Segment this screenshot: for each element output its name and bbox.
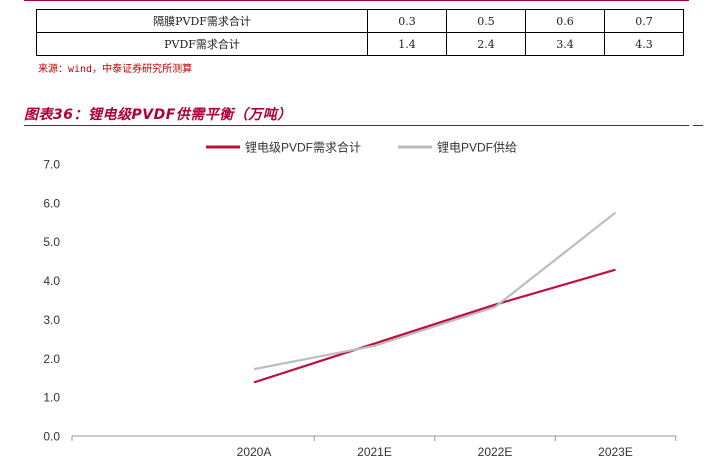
y-tick-label: 6.0: [43, 196, 60, 210]
x-tick-label: 2022E: [478, 445, 513, 456]
table-row: 隔膜PVDF需求合计 0.3 0.5 0.6 0.7: [36, 9, 684, 33]
y-tick-label: 1.0: [43, 391, 60, 405]
x-tick-label: 2021E: [357, 445, 392, 456]
row-label: PVDF需求合计: [36, 32, 368, 56]
supply-demand-chart: 0.0 1.0 2.0 3.0 4.0 5.0 6.0 7.0 2020A 2021E 2022E 2…: [43, 140, 677, 456]
table-cell: 0.6: [525, 9, 605, 33]
data-table-wrapper: 隔膜PVDF需求合计 0.3 0.5 0.6 0.7 PVDF需求合计 1.4 …: [36, 9, 684, 56]
figure-title-rule: [24, 125, 689, 126]
top-rule: [24, 0, 689, 1]
y-tick-label: 4.0: [43, 274, 60, 288]
row-label: 隔膜PVDF需求合计: [36, 9, 368, 33]
table-cell: 0.3: [367, 9, 447, 33]
table-cell: 3.4: [525, 32, 605, 56]
data-table: 隔膜PVDF需求合计 0.3 0.5 0.6 0.7 PVDF需求合计 1.4 …: [36, 9, 684, 56]
table-cell: 1.4: [367, 32, 447, 56]
y-tick-label: 2.0: [43, 352, 60, 366]
legend-supply-label: 锂电PVDF供给: [437, 140, 517, 155]
x-tick-label: 2020A: [237, 445, 272, 456]
table-cell: 0.5: [446, 9, 526, 33]
demand-series-line: [253, 268, 616, 384]
y-tick-label: 0.0: [43, 430, 60, 444]
legend-demand-label: 锂电级PVDF需求合计: [245, 140, 361, 155]
source-note: 来源：wind，中泰证券研究所测算: [38, 64, 193, 75]
table-cell: 0.7: [604, 9, 684, 33]
figure-title-rule-end: [693, 125, 703, 126]
y-tick-label: 5.0: [43, 235, 60, 249]
table-cell: 2.4: [446, 32, 526, 56]
y-tick-label: 3.0: [43, 313, 60, 327]
x-tick-label: 2023E: [598, 445, 633, 456]
figure-title: 图表36：锂电级PVDF供需平衡（万吨）: [24, 107, 292, 123]
table-cell: 4.3: [604, 32, 684, 56]
supply-series-line: [253, 211, 617, 371]
table-row: PVDF需求合计 1.4 2.4 3.4 4.3: [36, 32, 684, 56]
y-tick-label: 7.0: [43, 158, 60, 172]
